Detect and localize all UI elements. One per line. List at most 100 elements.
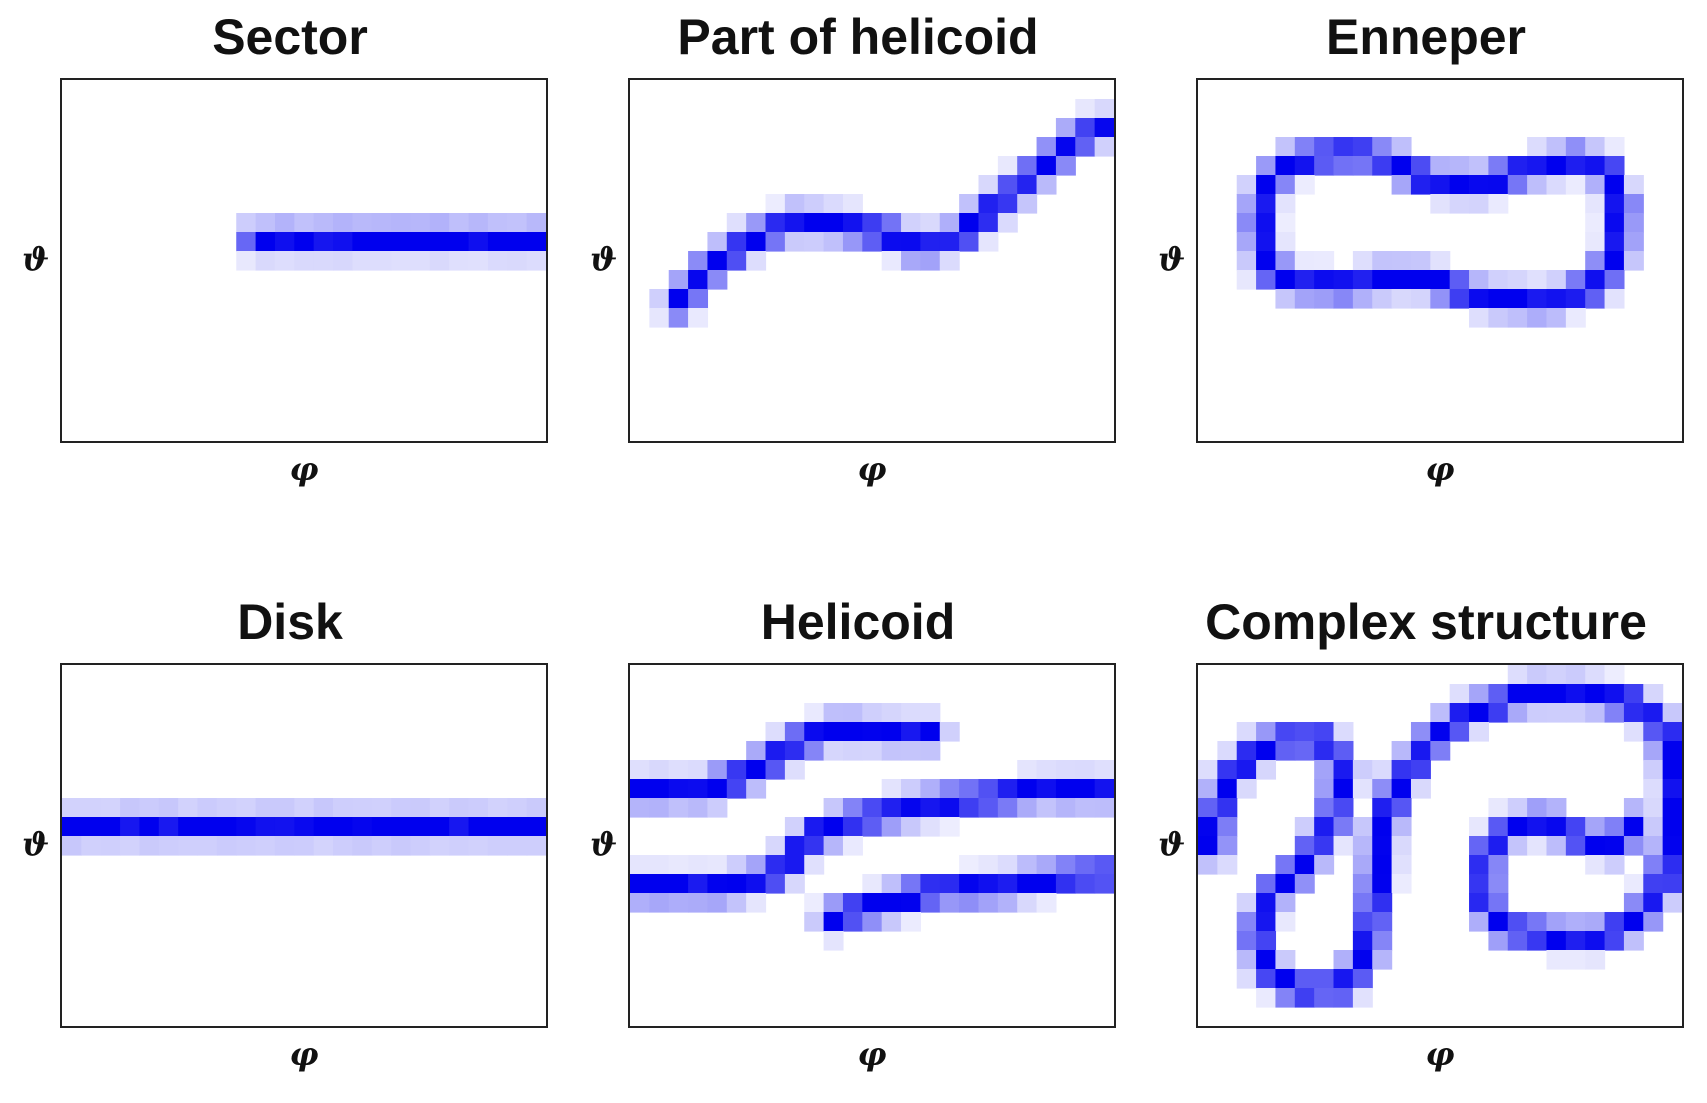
heatmap-cell <box>746 855 767 875</box>
heatmap-cell <box>1565 912 1586 932</box>
heatmap-cell <box>1236 270 1257 290</box>
heatmap-cell <box>371 213 392 233</box>
heatmap-cell <box>1075 137 1096 157</box>
heatmap-cell <box>901 213 921 233</box>
heatmap-cell <box>978 855 999 875</box>
heatmap-cell <box>1055 156 1076 176</box>
heatmap-cell <box>1017 855 1038 875</box>
heatmap-cell <box>1275 232 1296 252</box>
heatmap-cell <box>507 798 528 818</box>
chart-title: Part of helicoid <box>677 9 1039 65</box>
heatmap-cell <box>881 251 902 271</box>
heatmap-cell <box>1314 817 1335 837</box>
heatmap-cell <box>1507 289 1528 309</box>
heatmap-cell <box>901 232 921 252</box>
heatmap-cell <box>1410 722 1431 742</box>
heatmap-cell <box>649 855 670 875</box>
heatmap-cell <box>1275 213 1296 233</box>
heatmap-cell <box>1527 156 1548 176</box>
heatmap-cell <box>449 798 470 818</box>
heatmap-cell <box>274 817 295 837</box>
heatmap-cell <box>1662 760 1682 780</box>
heatmap-cell <box>1236 760 1257 780</box>
heatmap-cell <box>707 760 728 780</box>
heatmap-cell <box>804 817 825 837</box>
heatmap-cell <box>1275 950 1296 970</box>
heatmap-cell <box>1275 194 1296 214</box>
heatmap-cell <box>1094 855 1114 875</box>
heatmap-cell <box>1372 950 1393 970</box>
heatmap-cell <box>1604 684 1625 704</box>
heatmap-cell <box>352 836 373 856</box>
heatmap-cell <box>1623 912 1644 932</box>
heatmap-cell <box>429 251 450 271</box>
heatmap-cell <box>1236 194 1257 214</box>
heatmap-cell <box>649 308 670 328</box>
heatmap-cell <box>726 251 747 271</box>
heatmap-cell <box>1623 722 1644 742</box>
heatmap-cell <box>1585 855 1606 875</box>
heatmap-cell <box>726 874 747 894</box>
heatmap-cell <box>707 893 728 913</box>
heatmap-cell <box>726 779 747 799</box>
heatmap-cell <box>1294 156 1315 176</box>
heatmap-cell <box>1488 874 1509 894</box>
heatmap-cell <box>410 213 431 233</box>
heatmap-cell <box>1546 931 1567 951</box>
heatmap-cell <box>688 270 709 290</box>
heatmap-cell <box>804 912 825 932</box>
heatmap-cell <box>842 194 863 214</box>
heatmap-cell <box>959 874 980 894</box>
heatmap-cell <box>1469 194 1489 214</box>
heatmap-cell <box>487 232 508 252</box>
heatmap-cell <box>1643 779 1664 799</box>
heatmap-cell <box>158 836 179 856</box>
heatmap-cell <box>1055 855 1076 875</box>
heatmap-cell <box>1565 950 1586 970</box>
heatmap-cell <box>1507 684 1528 704</box>
heatmap-cell <box>668 289 689 309</box>
heatmap-cell <box>1333 760 1354 780</box>
heatmap-cell <box>688 798 709 818</box>
heatmap-cell <box>1565 836 1586 856</box>
heatmap-cell <box>1488 684 1509 704</box>
heatmap-cell <box>1017 893 1038 913</box>
heatmap-cell <box>1604 289 1625 309</box>
heatmap-cell <box>1352 137 1373 157</box>
heatmap-cell <box>429 213 450 233</box>
heatmap-cell <box>1314 156 1335 176</box>
heatmap-cell <box>688 760 709 780</box>
heatmap-cell <box>804 741 825 761</box>
heatmap-cell <box>197 836 218 856</box>
heatmap-cell <box>842 213 863 233</box>
heatmap-cell <box>649 779 670 799</box>
heatmap-cell <box>901 912 921 932</box>
heatmap-cell <box>1294 988 1315 1008</box>
heatmap-cell <box>649 874 670 894</box>
heatmap-cell <box>1256 969 1277 989</box>
heatmap-cell <box>1604 703 1625 723</box>
heatmap-cell <box>978 893 999 913</box>
heatmap-cell <box>449 213 470 233</box>
y-axis-label: ϑ <box>1158 825 1186 863</box>
heatmap-cell <box>1256 760 1277 780</box>
panel-helicoid: Helicoid ϑ φ <box>568 585 1148 1085</box>
heatmap-cell <box>1314 779 1335 799</box>
heatmap-cell <box>1585 137 1606 157</box>
panel-part-of-helicoid: Part of helicoid ϑ φ <box>568 0 1148 500</box>
heatmap-cell <box>1623 213 1644 233</box>
heatmap-cell <box>630 798 650 818</box>
heatmap-cell <box>1275 270 1296 290</box>
x-axis-label: φ <box>857 450 887 488</box>
heatmap-cell <box>1604 817 1625 837</box>
heatmap-cell <box>1275 855 1296 875</box>
heatmap-cell <box>1314 855 1335 875</box>
heatmap-cell <box>1352 893 1373 913</box>
heatmap-cell <box>997 893 1018 913</box>
heatmap-cell <box>978 798 999 818</box>
heatmap-cell <box>1623 836 1644 856</box>
heatmap-cell <box>1333 289 1354 309</box>
heatmap-cell <box>1075 118 1096 138</box>
heatmap-cell <box>139 798 160 818</box>
heatmap-cell <box>1036 855 1057 875</box>
